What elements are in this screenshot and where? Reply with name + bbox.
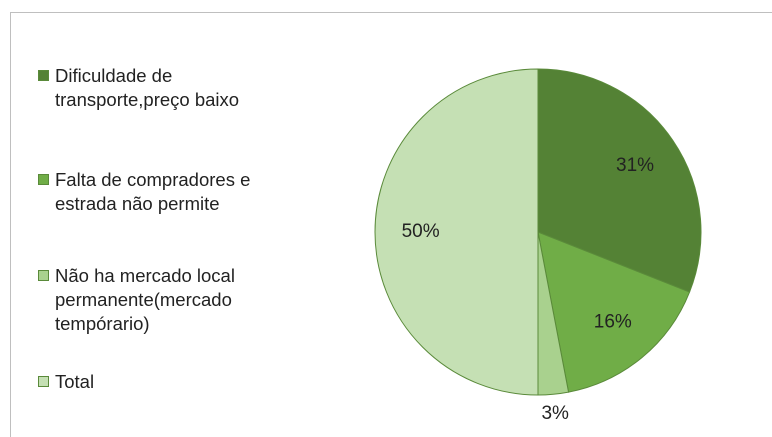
legend-label: Não ha mercado local permanente(mercado … <box>55 265 235 334</box>
legend-label: Falta de compradores e estrada não permi… <box>55 169 251 214</box>
legend-item: Falta de compradores e estrada não permi… <box>38 168 288 216</box>
pie-slice <box>374 68 539 396</box>
data-label: 3% <box>541 403 569 424</box>
legend-label: Dificuldade de transporte,preço baixo <box>55 65 240 110</box>
data-label: 16% <box>594 311 632 332</box>
data-label: 31% <box>616 155 654 176</box>
chart-frame <box>10 12 772 437</box>
data-label: 50% <box>402 221 440 242</box>
pie-slice <box>537 231 691 393</box>
legend-item: Dificuldade de transporte,preço baixo <box>38 64 288 112</box>
pie-slice <box>537 68 702 293</box>
legend-item: Não ha mercado local permanente(mercado … <box>38 264 288 336</box>
legend-swatch <box>38 270 49 281</box>
legend-swatch <box>38 70 49 81</box>
legend-swatch <box>38 174 49 185</box>
legend-item: Total <box>38 370 288 394</box>
legend-label: Total <box>55 371 95 392</box>
legend-swatch <box>38 376 49 387</box>
